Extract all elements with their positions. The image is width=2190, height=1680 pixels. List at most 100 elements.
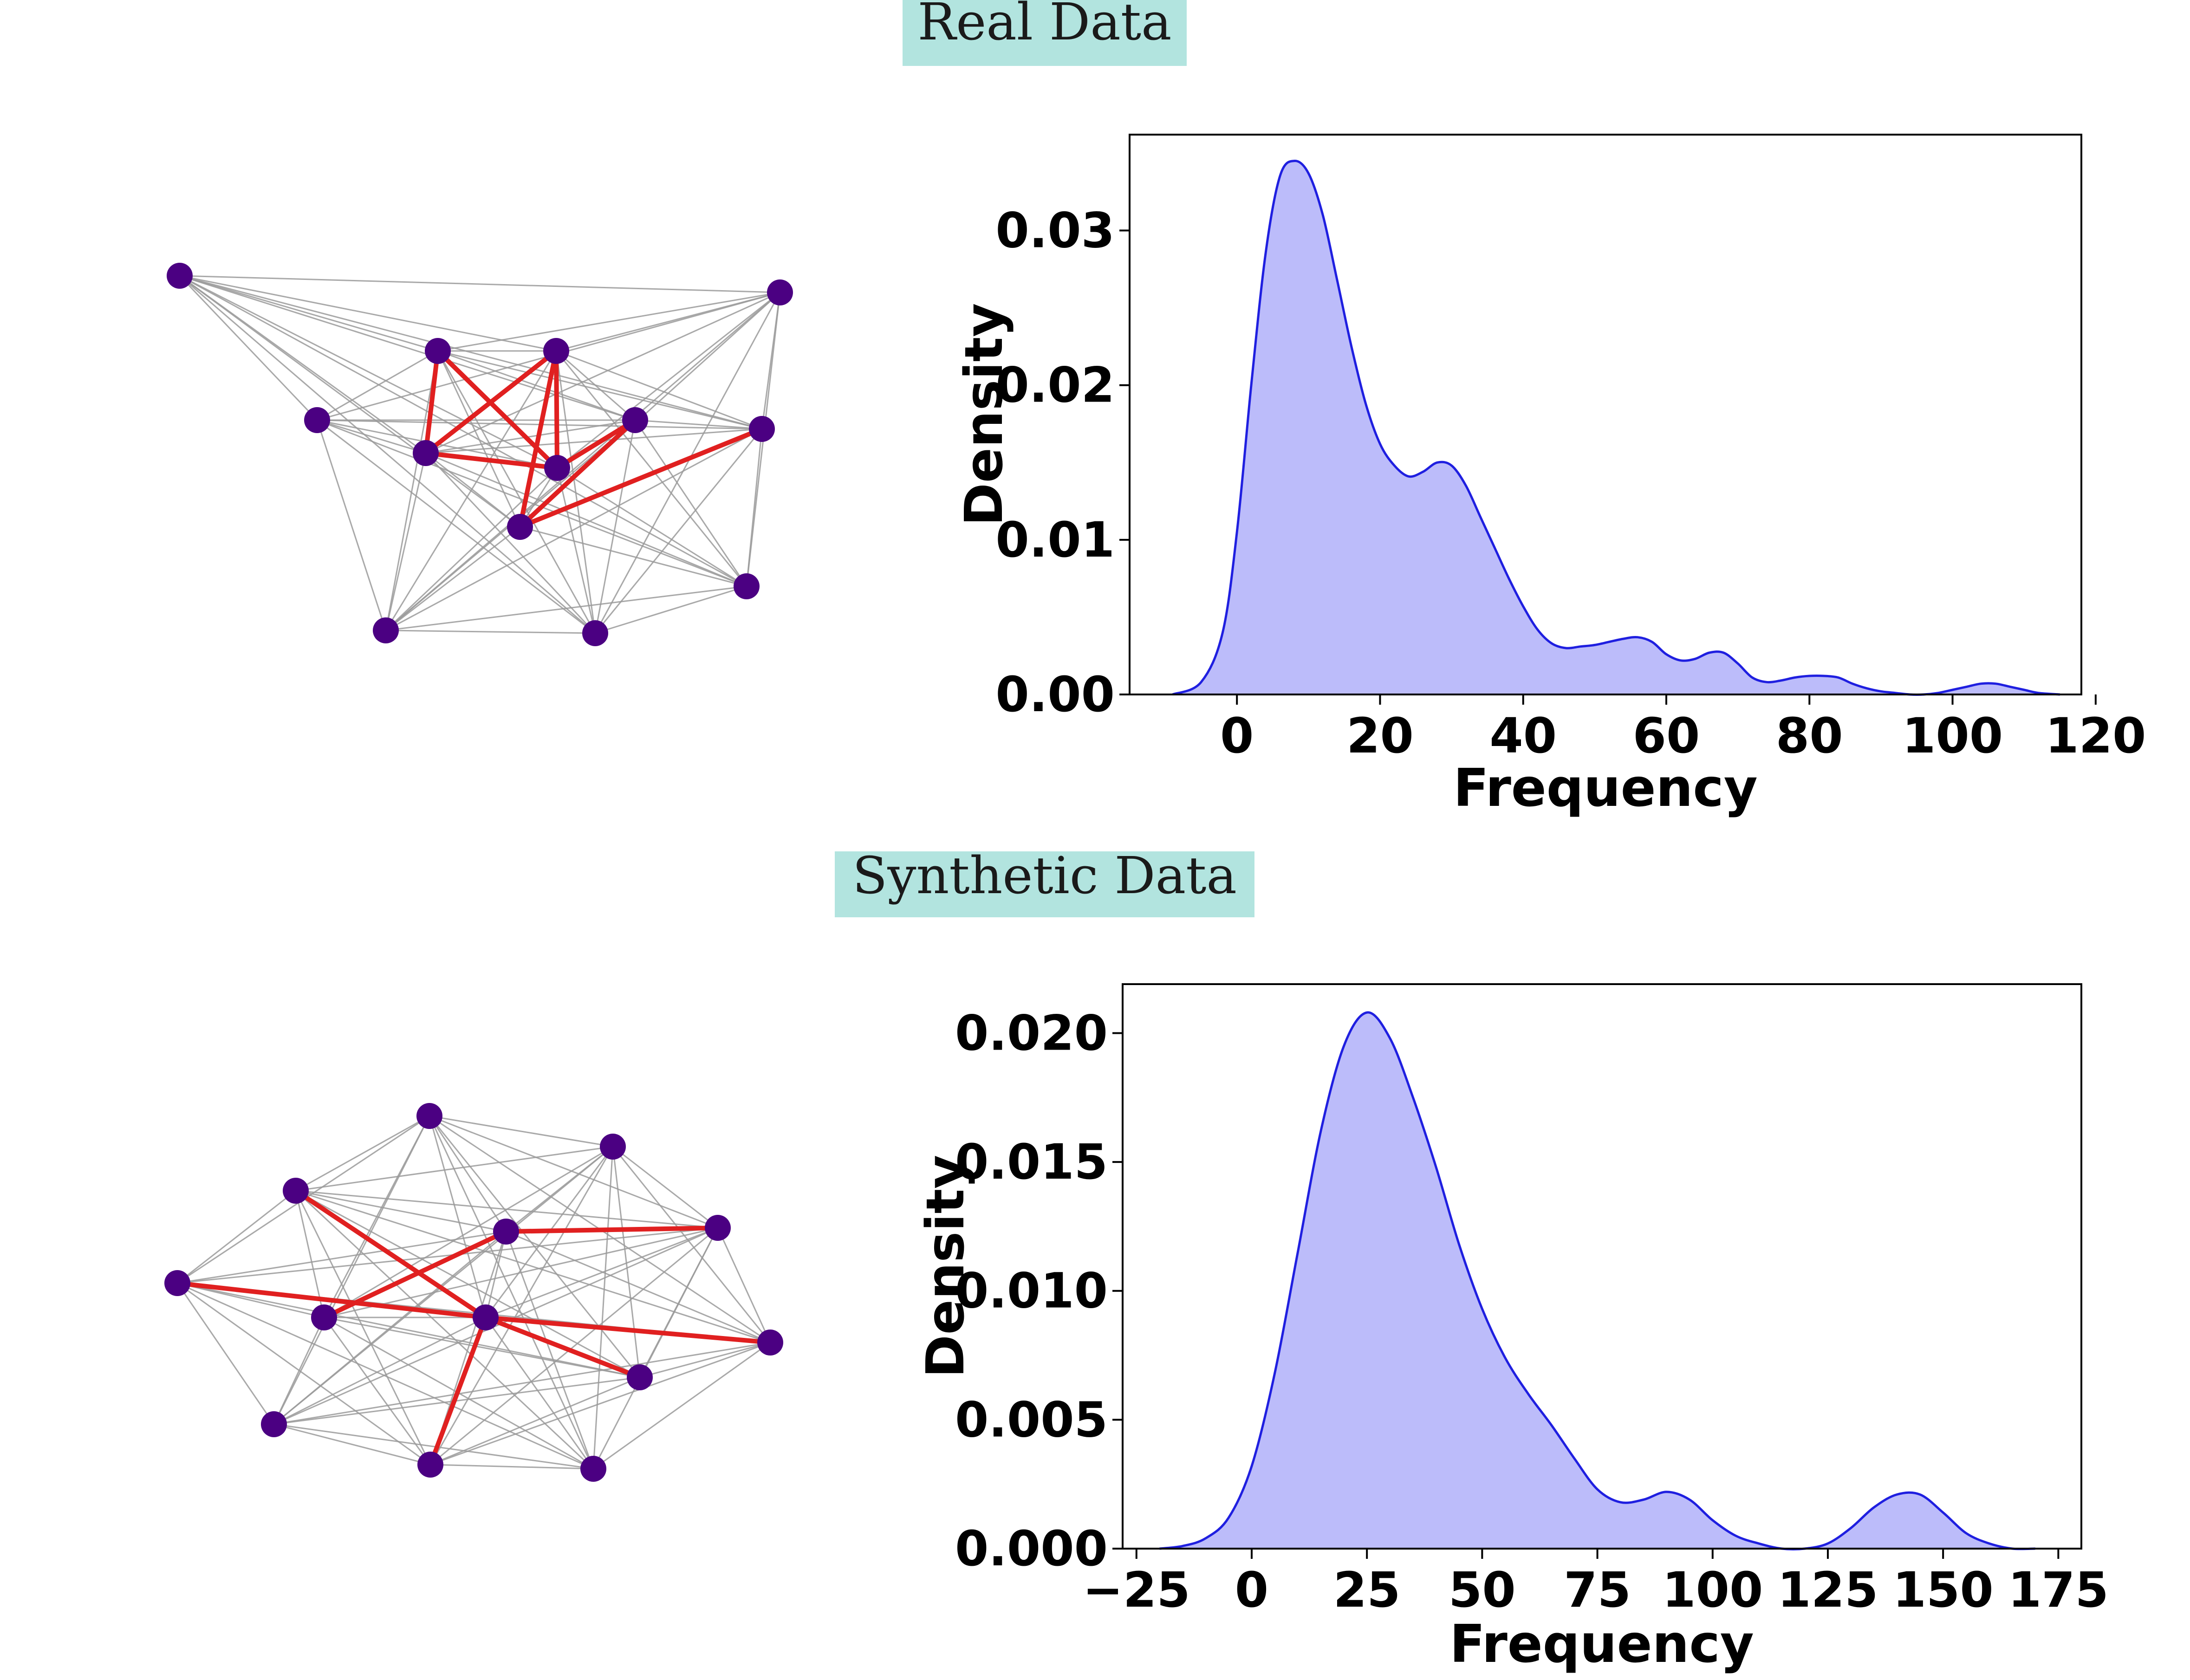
graph-synthetic-edge (177, 1282, 325, 1318)
graph-synthetic-node (580, 1456, 606, 1482)
graph-real-edge (437, 292, 780, 352)
graph-synthetic-edge (177, 1282, 640, 1378)
section-title-synthetic-text: Synthetic Data (852, 846, 1237, 905)
graph-synthetic-highlight-edge (293, 1188, 488, 1320)
graph-synthetic-edge (429, 1146, 614, 1465)
graph-real-node (373, 617, 399, 643)
graph-real-edge (385, 629, 596, 634)
graph-real-node (622, 407, 648, 433)
kde-synthetic-x-tick-label: −25 (1083, 1562, 1190, 1618)
graph-real-node (543, 338, 569, 364)
kde-synthetic-x-tick-label: 150 (1893, 1562, 1994, 1618)
graph-real-node (167, 263, 193, 289)
graph-synthetic-edge (485, 1227, 718, 1318)
graph-real-edge (385, 428, 762, 631)
kde-real-x-tick-label: 20 (1346, 707, 1414, 764)
graph-real-edge (179, 275, 438, 352)
graph-synthetic-edge (273, 1116, 430, 1425)
graph-real-edge (385, 292, 780, 631)
graph-real-edge (179, 275, 596, 634)
kde-real-x-ticks: 0 20 40 60 80 100 120 (1220, 694, 2146, 764)
network-graph-real (167, 263, 793, 646)
graph-real-edge (556, 350, 636, 421)
graph-synthetic-highlight-edge (483, 1315, 773, 1345)
graph-synthetic-edge (612, 1146, 718, 1229)
graph-synthetic-nodes (164, 1103, 783, 1482)
graph-synthetic-edge (295, 1190, 507, 1232)
kde-synthetic-y-tick-label: 0.015 (955, 1134, 1108, 1190)
graph-real-edge (385, 453, 427, 631)
kde-synthetic-x-tick-label: 50 (1449, 1562, 1516, 1618)
kde-synthetic-x-tick-label: 0 (1235, 1562, 1268, 1618)
graph-real-edge (425, 428, 762, 454)
graph-real-highlight-edge (554, 349, 559, 470)
graph-real-node (767, 279, 793, 305)
kde-synthetic-x-tick-label: 25 (1333, 1562, 1401, 1618)
graph-synthetic-node (757, 1330, 783, 1356)
kde-real-x-tick-label: 60 (1633, 707, 1700, 764)
graph-real-edge (437, 350, 596, 634)
graph-real-edge (520, 526, 747, 587)
kde-synthetic-y-ticks: 0.000 0.005 0.010 0.015 0.020 (955, 1005, 1123, 1577)
graph-synthetic-edge (273, 1423, 594, 1470)
graph-real-node (413, 440, 439, 466)
graph-synthetic-edge (323, 1317, 431, 1465)
kde-real-y-tick-label: 0.02 (995, 357, 1115, 414)
graph-synthetic-edge (295, 1115, 430, 1192)
graph-synthetic-edge (273, 1231, 507, 1425)
graph-synthetic-node (417, 1452, 443, 1478)
section-title-real-bg (903, 0, 1187, 66)
graph-synthetic-edge (430, 1342, 771, 1466)
kde-real-y-tick-label: 0.03 (995, 202, 1115, 259)
graph-real-edge (179, 275, 636, 421)
graph-synthetic-edge (429, 1116, 594, 1469)
graph-real-node (304, 407, 330, 433)
graph-synthetic-edge (273, 1376, 640, 1425)
kde-synthetic-y-tick-label: 0.020 (955, 1005, 1108, 1061)
graph-synthetic-edge (505, 1231, 594, 1469)
kde-chart-real: 0 20 40 60 80 100 120 0.00 0.01 0.02 0.03 Frequen… (954, 134, 2146, 818)
graph-real-node (734, 573, 760, 599)
graph-synthetic-node (705, 1215, 731, 1241)
graph-synthetic-edge (295, 1190, 640, 1378)
graph-real-edge (179, 275, 558, 469)
section-title-real: Real Data (903, 0, 1187, 66)
kde-real-x-tick-label: 120 (2045, 707, 2146, 764)
graph-real-edge (317, 350, 438, 421)
graph-real-edge (556, 350, 762, 430)
graph-synthetic-highlight-edge (175, 1281, 488, 1320)
graph-synthetic-edge (485, 1317, 594, 1469)
kde-chart-synthetic: −25 0 25 50 75 100 125 150 175 0.0000.0050.0100.… (916, 983, 2109, 1674)
kde-real-x-tick-label: 0 (1220, 707, 1254, 764)
graph-real-edges (179, 275, 781, 634)
graph-synthetic-node (493, 1219, 519, 1245)
graph-synthetic-edge (592, 1146, 614, 1469)
kde-real-area-fill (1172, 161, 2060, 695)
graph-synthetic-edge (273, 1317, 325, 1425)
graph-synthetic-highlight-edge (483, 1315, 642, 1380)
graph-real-node (582, 620, 608, 646)
graph-real-node (425, 338, 451, 364)
kde-real-marks (1172, 160, 2060, 696)
graph-real-highlight-edge (518, 418, 637, 529)
graph-synthetic-edge (273, 1342, 771, 1425)
graph-synthetic-edge (273, 1317, 486, 1425)
graph-synthetic-edge (295, 1190, 771, 1343)
graph-real-node (749, 416, 775, 442)
graph-synthetic-edge (177, 1231, 507, 1284)
graph-synthetic-edge (295, 1190, 594, 1470)
graph-synthetic-edge (295, 1146, 613, 1192)
kde-real-x-tick-label: 40 (1489, 707, 1557, 764)
graph-synthetic-edge (612, 1146, 771, 1343)
graph-synthetic-edge (177, 1282, 431, 1466)
network-graph-synthetic (164, 1103, 783, 1482)
graph-synthetic-edge (592, 1227, 719, 1469)
graph-real-edge (385, 585, 747, 631)
graph-synthetic-node (283, 1178, 309, 1204)
graph-real-nodes (167, 263, 793, 646)
graph-real-edge (179, 275, 318, 421)
graph-real-highlight-edges (423, 349, 764, 529)
kde-real-y-tick-label: 0.00 (995, 666, 1115, 723)
kde-synthetic-y-tick-label: 0.000 (955, 1520, 1108, 1577)
